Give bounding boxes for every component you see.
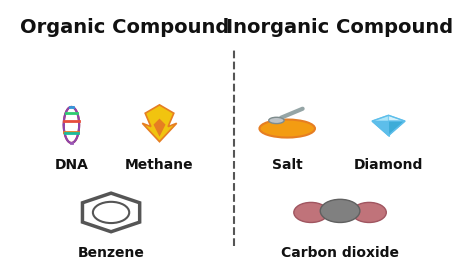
Text: Diamond: Diamond [354,158,423,172]
Text: DNA: DNA [55,158,88,172]
Polygon shape [154,119,165,137]
Polygon shape [372,121,389,135]
Polygon shape [389,121,405,135]
Text: Salt: Salt [272,158,302,172]
Text: Benzene: Benzene [78,246,145,260]
Circle shape [352,202,386,223]
Ellipse shape [259,120,315,138]
Text: Methane: Methane [125,158,194,172]
Polygon shape [372,115,389,121]
Circle shape [294,202,328,223]
Circle shape [320,199,360,223]
Polygon shape [389,115,405,121]
Text: Inorganic Compound: Inorganic Compound [227,18,454,37]
Ellipse shape [269,117,284,124]
Text: Organic Compound: Organic Compound [19,18,229,37]
Polygon shape [142,105,177,142]
Text: Carbon dioxide: Carbon dioxide [281,246,399,260]
